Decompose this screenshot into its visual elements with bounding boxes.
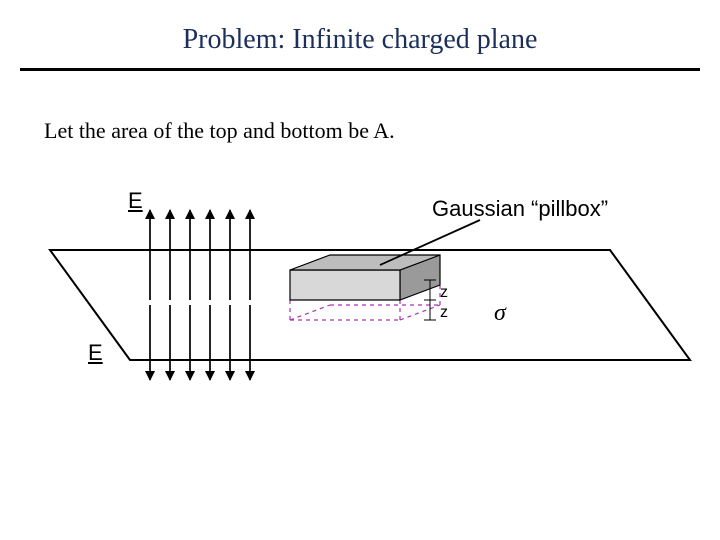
subtitle: Let the area of the top and bottom be A. (44, 118, 395, 144)
title-rule (20, 68, 700, 71)
diagram-svg (10, 180, 710, 400)
page-title: Problem: Infinite charged plane (0, 24, 720, 56)
